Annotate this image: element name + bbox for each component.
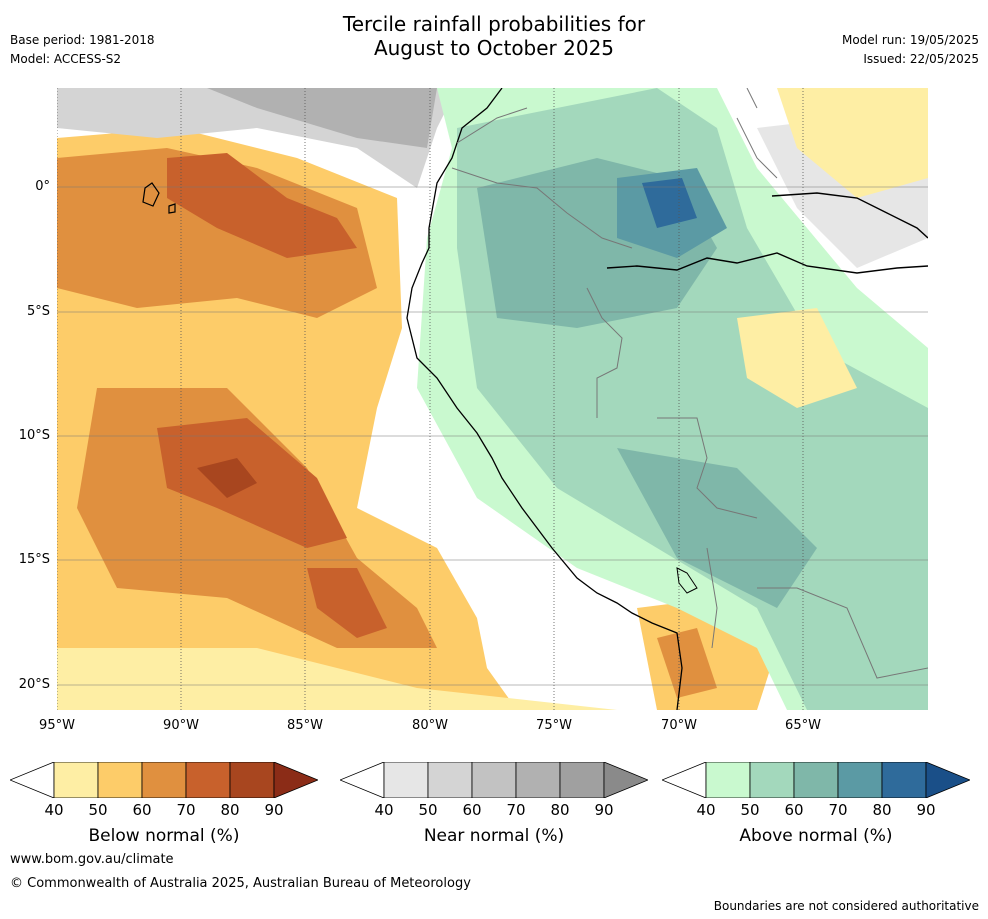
colorbar-near-normal [340, 762, 648, 798]
colorbar-tick: 90 [594, 801, 614, 819]
below-normal-coast [57, 648, 617, 710]
colorbar-tick: 40 [374, 801, 394, 819]
below-normal-andes-strong [657, 628, 717, 698]
country-boundaries [451, 88, 928, 679]
colorbar-segment [383, 762, 429, 798]
lon-label-65w: 65°W [785, 718, 821, 733]
colorbar-extend-low [662, 762, 707, 798]
colorbar-extend-high [273, 762, 318, 798]
above-normal-max [642, 178, 697, 228]
coastline [406, 88, 683, 710]
lon-label-85w: 85°W [287, 718, 323, 733]
colorbar-extend-high [603, 762, 648, 798]
colorbar-segment [881, 762, 927, 798]
lat-label-0: 0° [35, 179, 50, 194]
lake-titicaca [676, 567, 698, 594]
below-normal-stronger [167, 153, 357, 258]
colorbar-segment [749, 762, 795, 798]
colorbar-tick: 60 [462, 801, 482, 819]
river-north [771, 192, 928, 239]
lon-label-70w: 70°W [661, 718, 697, 733]
colorbar-tick: 60 [784, 801, 804, 819]
issued-date: Issued: 22/05/2025 [863, 52, 979, 66]
lon-label-95w: 95°W [39, 718, 75, 733]
colorbar-extend-high [925, 762, 970, 798]
colorbar-tick: 60 [132, 801, 152, 819]
colorbar-above-normal [662, 762, 970, 798]
near-normal-strong [207, 88, 437, 148]
colorbar-extend-low [10, 762, 55, 798]
colorbar-tick: 90 [916, 801, 936, 819]
river-amazon [606, 252, 928, 274]
colorbar-segment [97, 762, 143, 798]
colorbar-tick: 80 [550, 801, 570, 819]
colorbar-tick: 50 [418, 801, 438, 819]
colorbar-segment [471, 762, 517, 798]
colorbar-below-normal [10, 762, 318, 798]
colorbar-tick: 70 [828, 801, 848, 819]
colorbar-segment [53, 762, 99, 798]
meta-right: Model run: 19/05/2025 Issued: 22/05/2025 [842, 31, 979, 69]
colorbar-tick: 40 [44, 801, 64, 819]
model-name: Model: ACCESS-S2 [10, 52, 122, 66]
colorbar-tick: 80 [872, 801, 892, 819]
model-run: Model run: 19/05/2025 [841, 33, 979, 47]
colorbar-tick: 50 [740, 801, 760, 819]
colorbar-label-above: Above normal (%) [739, 826, 893, 846]
colorbar-segment [837, 762, 883, 798]
colorbar-tick: 40 [696, 801, 716, 819]
colorbar-tick: 70 [176, 801, 196, 819]
lat-label-10s: 10°S [18, 428, 50, 443]
colorbar-segment [185, 762, 231, 798]
base-period: Base period: 1981-2018 [10, 33, 155, 47]
disclaimer-text: Boundaries are not considered authoritat… [713, 899, 979, 913]
website-link[interactable]: www.bom.gov.au/climate [10, 852, 174, 867]
below-normal-peak [197, 458, 257, 498]
lon-label-90w: 90°W [163, 718, 199, 733]
below-normal-strong [57, 148, 377, 318]
meta-left: Base period: 1981-2018 Model: ACCESS-S2 [10, 31, 155, 69]
lat-label-20s: 20°S [18, 677, 50, 692]
colorbar-extend-low [340, 762, 385, 798]
colorbar-segment [705, 762, 751, 798]
colorbar-label-near: Near normal (%) [423, 826, 565, 846]
colorbar-tick: 90 [264, 801, 284, 819]
below-normal-stronger-3 [307, 568, 387, 638]
colorbar-segment [229, 762, 275, 798]
rainfall-map [57, 88, 928, 710]
title-line-2: August to October 2025 [373, 36, 615, 60]
below-normal-patch-mid [737, 308, 857, 408]
lat-label-15s: 15°S [18, 552, 50, 567]
colorbar-tick: 50 [88, 801, 108, 819]
lon-label-75w: 75°W [536, 718, 572, 733]
lat-label-5s: 5°S [26, 304, 50, 319]
lon-label-80w: 80°W [412, 718, 448, 733]
colorbar-tick: 70 [506, 801, 526, 819]
title-line-1: Tercile rainfall probabilities for [342, 12, 646, 36]
chart-title: Tercile rainfall probabilities for Augus… [0, 12, 988, 60]
colorbar-tick: 80 [220, 801, 240, 819]
colorbar-segment [793, 762, 839, 798]
colorbar-segment [515, 762, 561, 798]
copyright-text: © Commonwealth of Australia 2025, Austra… [10, 876, 471, 891]
below-normal-patch-east [777, 88, 928, 198]
above-normal-stronger-2 [617, 448, 817, 608]
galapagos [142, 182, 176, 214]
colorbar-segment [141, 762, 187, 798]
colorbar-label-below: Below normal (%) [88, 826, 240, 846]
lat-gridlines [57, 186, 928, 686]
colorbar-segment [427, 762, 473, 798]
colorbar-segment [559, 762, 605, 798]
